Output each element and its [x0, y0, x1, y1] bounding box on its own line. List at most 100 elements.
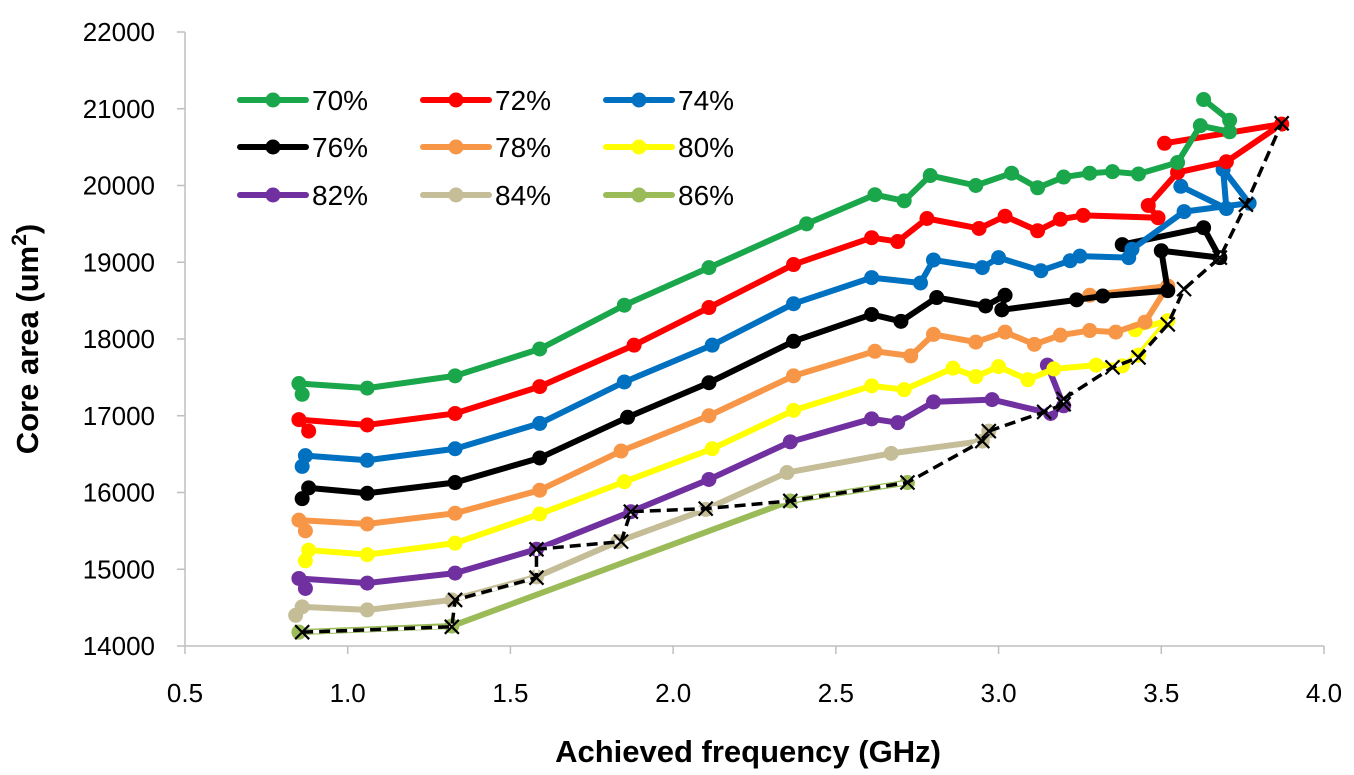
data-point-76 [1160, 283, 1176, 299]
y-tick-label: 16000 [83, 478, 155, 508]
frontier-marker [782, 493, 799, 509]
data-point-78 [359, 516, 375, 532]
frontier-marker [1036, 404, 1052, 420]
x-tick-labels: 0.5 1.0 1.5 2.0 2.5 3.0 3.5 4.0 [167, 646, 1342, 708]
data-point-72 [291, 412, 307, 428]
data-point-78 [1026, 336, 1042, 352]
data-point-72 [1075, 207, 1091, 223]
data-point-72 [532, 379, 548, 395]
frontier-marker [974, 433, 991, 449]
data-point-72 [359, 417, 375, 433]
data-point-78 [1108, 324, 1124, 340]
y-tick-label: 19000 [83, 247, 155, 277]
frontier-marker-stroke [1055, 396, 1072, 413]
x-tick-label: 3.0 [980, 678, 1016, 708]
frontier-marker [1238, 196, 1254, 213]
data-point-72 [301, 423, 317, 439]
y-tick-label: 17000 [83, 401, 155, 431]
data-point-78 [701, 408, 717, 424]
data-point-78 [613, 443, 629, 459]
data-point-78 [968, 334, 984, 350]
data-point-74 [532, 415, 548, 431]
data-point-74 [1033, 263, 1049, 279]
data-point-70 [896, 193, 912, 209]
data-point-80 [704, 441, 720, 457]
data-point-78 [925, 326, 941, 342]
data-point-76 [929, 290, 945, 306]
legend-label: 86% [678, 180, 734, 211]
data-point-70 [1104, 164, 1120, 180]
legend-item-84: 84% [420, 180, 551, 211]
data-point-80 [447, 535, 463, 551]
data-point-72 [701, 300, 717, 316]
y-tick-labels: 14000 15000 16000 17000 18000 19000 20000 21000… [83, 17, 185, 661]
data-point-82 [864, 411, 880, 427]
data-point-80 [301, 542, 317, 558]
data-point-76 [294, 491, 310, 507]
frontier-marker [528, 569, 545, 586]
frontier-marker [613, 533, 629, 550]
data-point-70 [867, 187, 883, 203]
data-point-76 [1196, 220, 1212, 236]
x-axis-title: Achieved frequency (GHz) [555, 734, 941, 769]
frontier-marker-stroke [697, 500, 714, 517]
data-point-70 [799, 216, 815, 232]
frontier-marker-stroke [294, 624, 310, 640]
legend-swatch-marker [631, 139, 647, 155]
frontier-marker-stroke [613, 533, 629, 550]
y-tick-label: 21000 [83, 94, 155, 124]
data-point-74 [704, 337, 720, 353]
frontier-layer [294, 115, 1290, 640]
series-80 [297, 313, 1176, 569]
data-point-78 [291, 512, 307, 528]
legend-swatch-marker [631, 187, 647, 203]
series-78 [291, 278, 1176, 539]
x-tick-label: 2.0 [655, 678, 691, 708]
series-line-70 [295, 96, 1233, 398]
frontier-marker [1212, 249, 1228, 266]
data-point-76 [864, 306, 880, 322]
data-point-76 [301, 480, 317, 496]
x-tick-label: 2.5 [818, 678, 854, 708]
data-point-72 [1030, 223, 1046, 239]
x-tick-label: 1.0 [330, 678, 366, 708]
data-point-70 [616, 297, 632, 313]
data-point-82 [890, 415, 906, 431]
data-point-74 [1124, 241, 1140, 257]
data-point-82 [701, 471, 717, 487]
data-point-72 [864, 230, 880, 246]
y-axis-title: Core area (um2) [8, 224, 45, 454]
data-point-74 [864, 270, 880, 286]
frontier-marker [1273, 115, 1290, 132]
data-point-80 [896, 382, 912, 398]
data-point-72 [1140, 197, 1156, 213]
series-72 [291, 116, 1290, 439]
legend-item-82: 82% [237, 180, 368, 211]
data-point-80 [1046, 361, 1062, 377]
data-point-84 [294, 599, 310, 615]
data-point-76 [1153, 243, 1169, 259]
y-axis-title-close: ) [10, 224, 45, 234]
data-point-70 [1222, 124, 1238, 140]
legend-item-80: 80% [603, 132, 734, 163]
frontier-marker [1176, 281, 1192, 297]
data-point-78 [1137, 314, 1153, 330]
data-point-80 [616, 474, 632, 490]
data-point-70 [1196, 92, 1212, 108]
data-point-78 [997, 324, 1013, 340]
frontier-marker-stroke [899, 474, 916, 491]
legend-item-74: 74% [603, 85, 734, 116]
data-point-74 [447, 441, 463, 457]
legend-item-86: 86% [603, 180, 734, 211]
legend-label: 80% [678, 132, 734, 163]
y-tick-label: 18000 [83, 324, 155, 354]
frontier-marker-stroke [528, 569, 545, 586]
y-tick-label: 20000 [83, 171, 155, 201]
frontier-marker-stroke [1212, 249, 1228, 266]
data-point-70 [1030, 180, 1046, 196]
legend-label: 74% [678, 85, 734, 116]
data-point-76 [1069, 292, 1085, 308]
data-point-76 [701, 375, 717, 391]
data-point-70 [291, 376, 307, 392]
frontier-marker [981, 423, 997, 439]
